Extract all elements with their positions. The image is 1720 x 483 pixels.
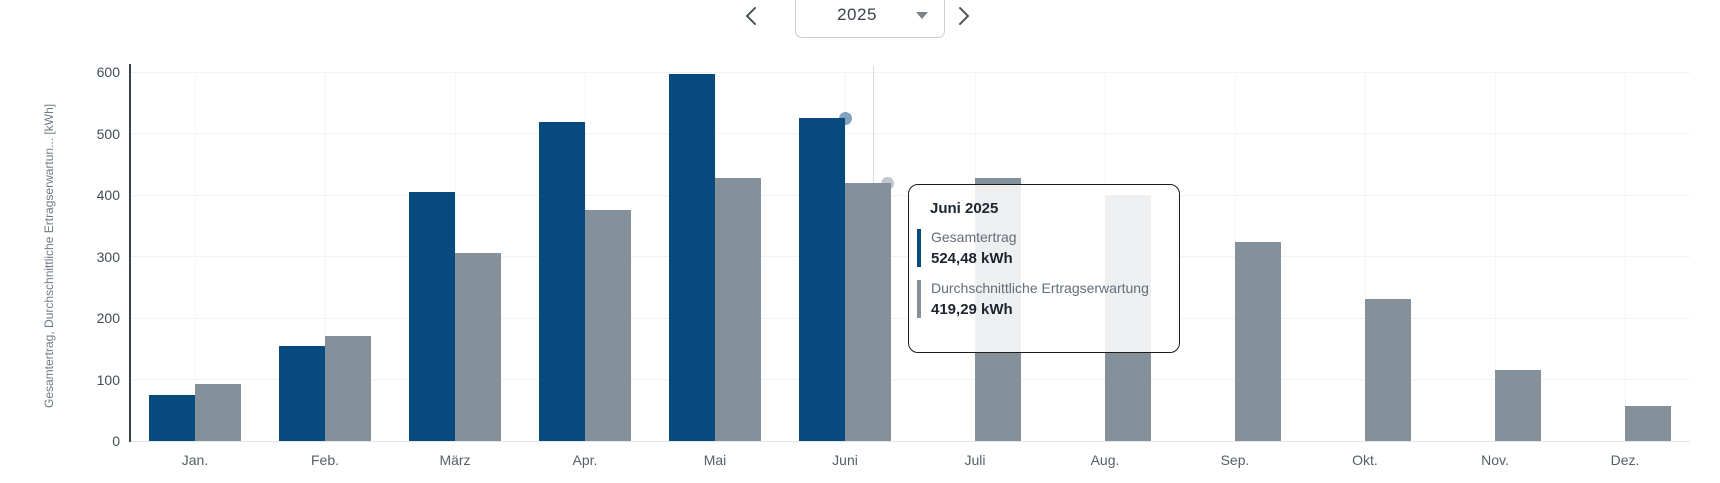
x-axis-label: Feb.	[310, 452, 339, 468]
y-tick-label: 300	[96, 248, 120, 265]
bar-gesamtertrag-juni[interactable]	[799, 118, 845, 441]
y-gridline	[130, 133, 1690, 134]
y-tick-label: 500	[96, 125, 120, 142]
bar-gesamtertrag-jan[interactable]	[149, 394, 195, 441]
x-axis-label: Nov.	[1481, 452, 1509, 468]
bar-gesamtertrag-märz[interactable]	[409, 191, 455, 441]
bar-ertragserwartung-juni[interactable]	[845, 183, 891, 441]
tooltip-series-value: 524,48 kWh	[931, 250, 1013, 267]
y-tick-label: 0	[112, 433, 120, 449]
bar-ertragserwartung-nov[interactable]	[1495, 369, 1541, 441]
y-axis-title: Gesamtertrag, Durchschnittliche Ertragse…	[42, 103, 56, 409]
tooltip-series-label: Gesamtertrag	[931, 229, 1017, 245]
bar-ertragserwartung-apr[interactable]	[585, 209, 631, 441]
bar-ertragserwartung-okt[interactable]	[1365, 298, 1411, 441]
bar-ertragserwartung-jan[interactable]	[195, 384, 241, 441]
bar-gesamtertrag-mai[interactable]	[669, 73, 715, 441]
x-axis-label: März	[439, 452, 471, 468]
tooltip-row-ertragserwartung: Durchschnittliche Ertragserwartung 419,2…	[917, 280, 1169, 318]
chart-tooltip: Juni 2025 Gesamtertrag 524,48 kWh Durchs…	[908, 184, 1180, 353]
bar-ertragserwartung-dez[interactable]	[1625, 405, 1671, 441]
bar-ertragserwartung-mai[interactable]	[715, 178, 761, 441]
y-axis-line	[129, 64, 131, 442]
bar-ertragserwartung-feb[interactable]	[325, 336, 371, 441]
hover-marker-ertragserwartung	[880, 176, 894, 190]
x-axis-label: Dez.	[1610, 452, 1640, 468]
tooltip-row-gesamtertrag: Gesamtertrag 524,48 kWh	[917, 229, 1169, 267]
x-gridline	[194, 72, 196, 441]
caret-down-icon	[916, 12, 928, 19]
bar-ertragserwartung-sep[interactable]	[1235, 241, 1281, 441]
bar-ertragserwartung-märz[interactable]	[455, 253, 501, 441]
x-axis-label: Juli	[964, 452, 986, 468]
x-gridline	[1624, 72, 1626, 441]
y-gridline	[130, 71, 1690, 73]
y-gridline	[130, 379, 1690, 380]
x-axis-line	[130, 441, 1690, 442]
y-tick-label: 600	[96, 64, 120, 80]
next-year-button[interactable]	[948, 0, 980, 34]
bar-gesamtertrag-feb[interactable]	[279, 345, 325, 441]
x-axis-label: Juni	[832, 452, 858, 468]
chevron-left-icon	[745, 6, 757, 29]
x-axis-label: Mai	[703, 452, 727, 468]
x-axis-label: Apr.	[572, 452, 598, 468]
x-gridline	[324, 72, 326, 441]
y-tick-label: 400	[96, 187, 120, 203]
tooltip-series-value: 419,29 kWh	[931, 301, 1013, 318]
hover-marker-gesamtertrag	[838, 111, 852, 125]
y-tick-label: 200	[96, 310, 120, 326]
x-axis-label: Aug.	[1090, 452, 1120, 468]
tooltip-title: Juni 2025	[930, 200, 999, 217]
bar-gesamtertrag-apr[interactable]	[539, 122, 585, 441]
year-dropdown-value: 2025	[837, 5, 877, 24]
previous-year-button[interactable]	[735, 0, 767, 34]
x-axis-label: Sep.	[1220, 452, 1250, 468]
x-axis-label: Jan.	[181, 452, 209, 468]
chevron-right-icon	[958, 6, 970, 29]
tooltip-series-color-bar	[917, 229, 921, 267]
x-gridline	[1494, 72, 1496, 441]
x-axis-label: Okt.	[1352, 452, 1378, 468]
year-dropdown[interactable]: 2025	[795, 0, 945, 38]
y-tick-label: 100	[96, 371, 120, 388]
tooltip-series-label: Durchschnittliche Ertragserwartung	[931, 280, 1149, 296]
tooltip-series-color-bar	[917, 280, 921, 318]
x-gridline	[1364, 72, 1366, 441]
